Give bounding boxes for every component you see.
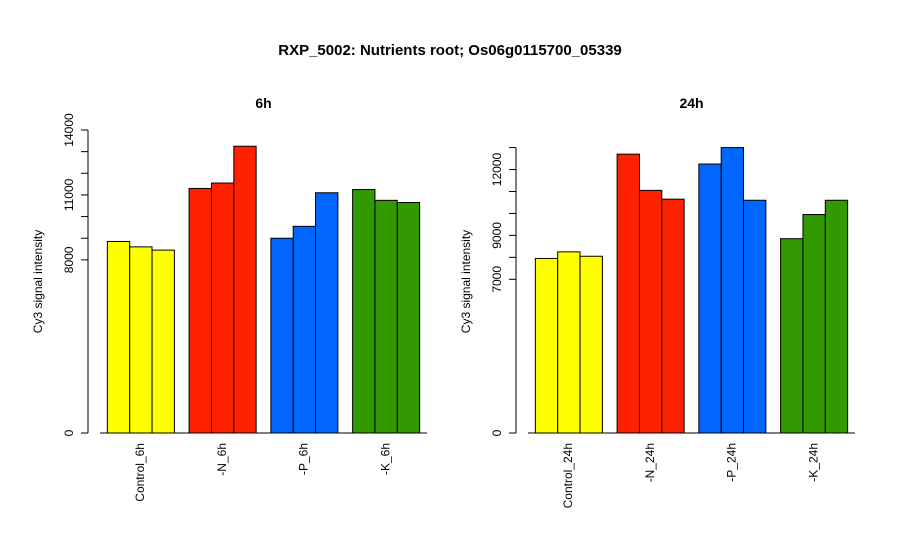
- panel-2-bar--P_24h-2: [720, 147, 745, 434]
- panel-2-y-tick-label: 9000: [490, 222, 504, 249]
- panel-1-bar-Control_6h-1: [106, 240, 131, 434]
- panel-1-y-axis-label: Cy3 signal intensity: [31, 230, 45, 333]
- panel-1-title: 6h: [255, 95, 271, 111]
- panel-2-bar-Control_24h-1: [534, 257, 559, 434]
- panel-2-category-label: -N_24h: [643, 443, 657, 482]
- panel-2-bar--K_24h-3: [824, 199, 849, 434]
- panel-1-bar--N_6h-1: [188, 187, 212, 434]
- panel-2-y-tick-label: 0: [490, 429, 504, 436]
- panel-1-category-label: Control_6h: [133, 443, 147, 502]
- panel-1-category-label: -K_6h: [378, 443, 392, 475]
- panel-2-bar--N_24h-2: [638, 189, 663, 434]
- panel-2-bar--K_24h-2: [802, 214, 826, 434]
- panel-2-y-axis-label: Cy3 signal intensity: [459, 230, 473, 333]
- panel-2-bar--K_24h-1: [780, 238, 804, 434]
- panel-1-category-label: -P_6h: [297, 443, 311, 475]
- panel-1-y-tick-label: 14000: [62, 113, 76, 147]
- panel-1-bar--N_6h-3: [233, 145, 257, 434]
- panel-1-y-tick-label: 0: [62, 429, 76, 436]
- panel-1-bar--P_6h-3: [315, 192, 339, 434]
- panel-1-bar--P_6h-2: [292, 225, 317, 434]
- panel-1-bar--K_6h-3: [396, 202, 421, 434]
- panel-2-category-label: -P_24h: [725, 443, 739, 482]
- panel-1-y-tick-label: 11000: [62, 178, 76, 211]
- panel-1-bar--N_6h-2: [210, 182, 235, 434]
- panel-1-bar-Control_6h-3: [151, 249, 175, 434]
- panel-2-category-label: Control_24h: [561, 443, 575, 508]
- panel-1-bar--P_6h-1: [270, 237, 294, 434]
- panel-2-y-tick-label: 12000: [490, 153, 504, 187]
- panel-1-bar-Control_6h-2: [129, 246, 153, 434]
- panel-1-bar--K_6h-1: [352, 189, 376, 434]
- main-title: RXP_5002: Nutrients root; Os06g0115700_0…: [278, 42, 622, 59]
- panel-1-y-tick-label: 8000: [62, 246, 76, 273]
- panel-2-bar--P_24h-1: [698, 163, 722, 434]
- panel-2-bar--P_24h-3: [743, 199, 767, 434]
- panel-2-bar-Control_24h-3: [579, 255, 603, 434]
- panel-2-category-label: -K_24h: [806, 443, 820, 482]
- panel-1-bar--K_6h-2: [374, 199, 398, 434]
- panel-2-bar-Control_24h-2: [557, 251, 581, 434]
- panel-1-category-label: -N_6h: [215, 443, 229, 476]
- panel-2-bar--N_24h-1: [616, 153, 640, 434]
- panel-2-title: 24h: [679, 95, 703, 111]
- panel-2-y-tick-label: 7000: [490, 266, 504, 293]
- panel-2-bar--N_24h-3: [661, 198, 685, 434]
